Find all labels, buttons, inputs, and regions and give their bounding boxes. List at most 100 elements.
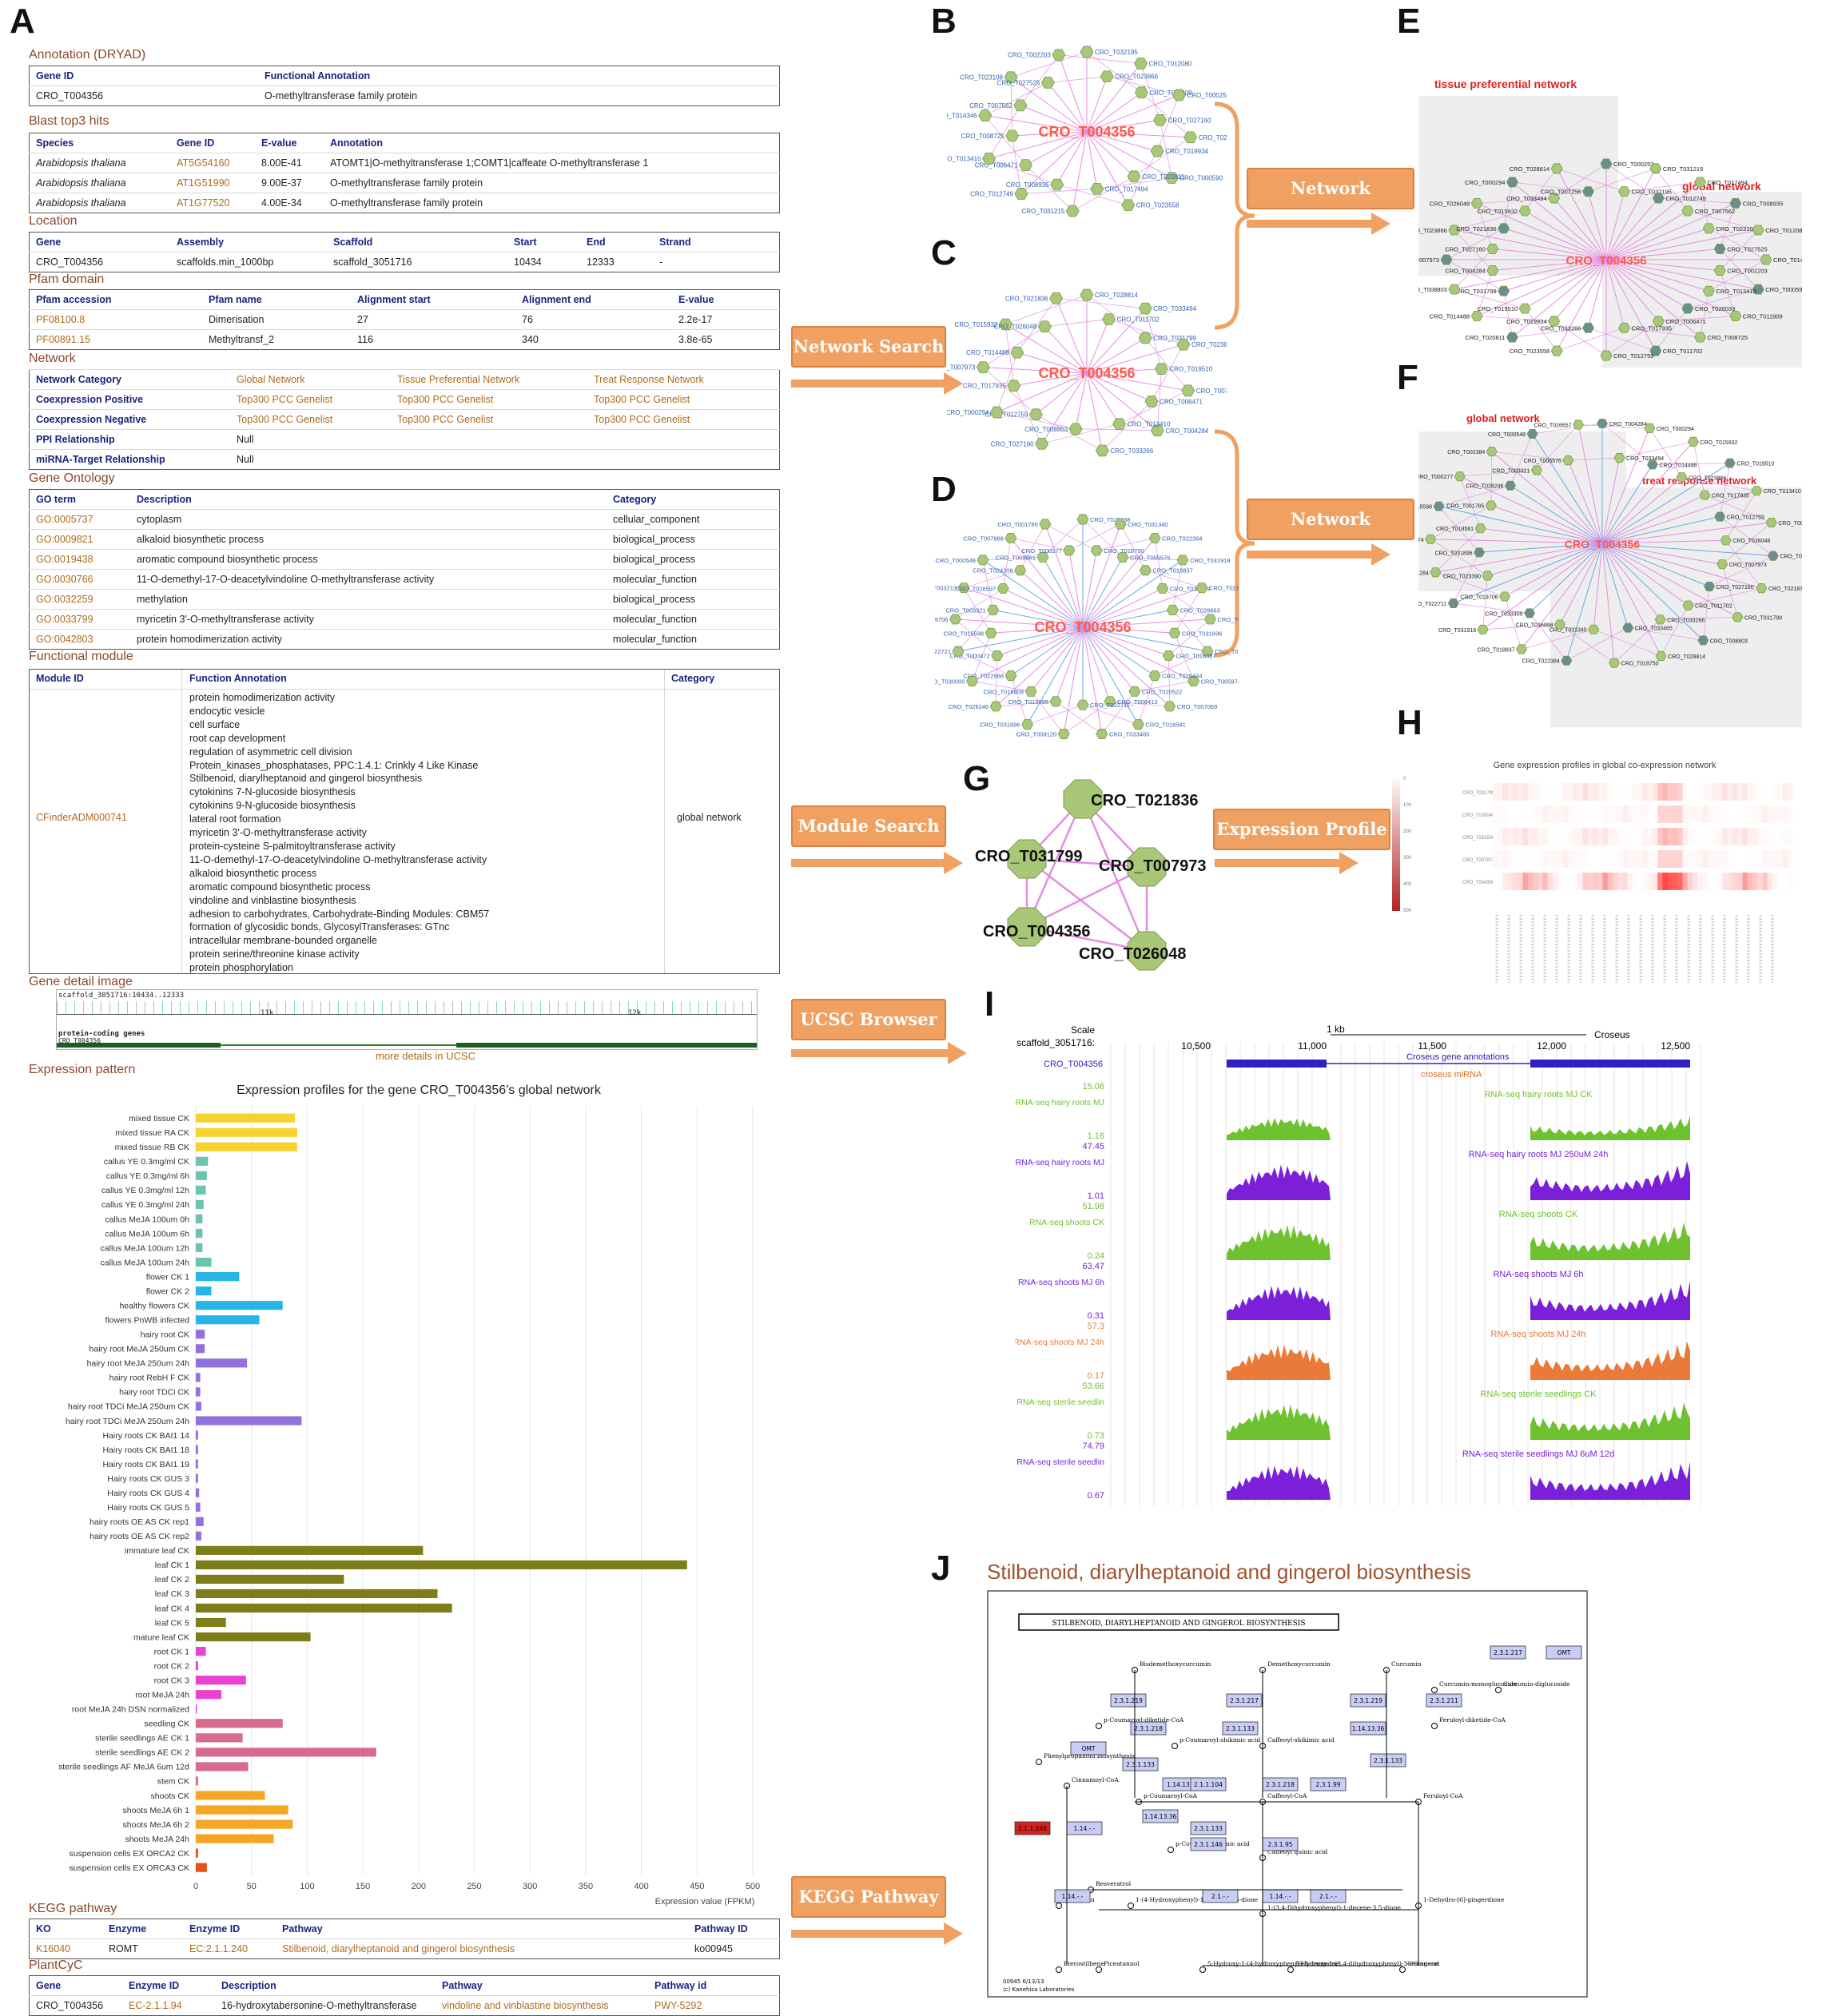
kegg-pathway-map[interactable]: STILBENOID, DIARYLHEPTANOID AND GINGEROL… <box>987 1590 1588 1998</box>
genelist-link[interactable]: Top300 PCC Genelist <box>587 409 780 430</box>
network-node[interactable] <box>985 627 997 638</box>
network-node[interactable] <box>1090 545 1103 556</box>
network-node[interactable] <box>1148 670 1161 682</box>
enzyme-box[interactable] <box>1142 1809 1179 1823</box>
network-node[interactable] <box>1187 676 1200 686</box>
network-node[interactable] <box>1168 627 1181 638</box>
network-node[interactable] <box>1139 565 1152 576</box>
go-term-link[interactable]: GO:0042803 <box>29 629 130 650</box>
network-node[interactable] <box>1036 551 1049 563</box>
network-node[interactable] <box>1049 696 1062 707</box>
network-node[interactable] <box>1095 444 1109 457</box>
pfam-link[interactable]: PF08100.8 <box>29 309 202 330</box>
network-node[interactable] <box>1526 428 1538 439</box>
network-node[interactable] <box>1040 77 1055 89</box>
network-node[interactable] <box>1134 86 1148 99</box>
enzyme-box[interactable] <box>1122 1757 1159 1771</box>
network-node[interactable] <box>1127 170 1141 183</box>
network-node[interactable] <box>1049 292 1064 304</box>
network-node[interactable] <box>1156 583 1169 594</box>
enzyme-box[interactable] <box>1014 1821 1051 1835</box>
network-node[interactable] <box>1767 551 1779 561</box>
network-node[interactable] <box>1004 71 1018 84</box>
network-node[interactable] <box>1649 163 1662 174</box>
compound-node[interactable] <box>1096 1723 1102 1729</box>
network-node[interactable] <box>1104 696 1116 707</box>
network-node[interactable] <box>1531 465 1542 475</box>
enzyme-box[interactable] <box>1190 1837 1227 1851</box>
network-node[interactable] <box>1498 285 1510 296</box>
network-node[interactable] <box>1102 313 1116 325</box>
network-node[interactable] <box>1128 686 1141 697</box>
network-node[interactable] <box>1076 514 1089 525</box>
network-node[interactable] <box>997 583 1009 594</box>
compound-node[interactable] <box>1199 1966 1206 1973</box>
network-node[interactable] <box>1063 779 1103 819</box>
network-node[interactable] <box>1007 839 1047 879</box>
genelist-link[interactable]: Top300 PCC Genelist <box>587 389 780 410</box>
network-node[interactable] <box>1204 614 1217 625</box>
network-node[interactable] <box>1004 670 1017 682</box>
network-node[interactable] <box>1201 646 1214 657</box>
network-node[interactable] <box>1717 559 1729 570</box>
ko-link[interactable]: K16040 <box>29 1938 102 1959</box>
go-term-link[interactable]: GO:0033799 <box>29 609 130 630</box>
network-node[interactable] <box>1448 284 1461 295</box>
network-node[interactable] <box>1134 58 1148 70</box>
genelist-link[interactable]: Top300 PCC Genelist <box>230 409 391 430</box>
enzyme-box[interactable] <box>1370 1753 1406 1767</box>
network-node[interactable] <box>1474 547 1486 558</box>
network-node[interactable] <box>1655 650 1667 661</box>
network-node[interactable] <box>1039 519 1052 530</box>
network-node[interactable] <box>1153 114 1168 126</box>
network-node[interactable] <box>1518 303 1531 314</box>
network-node[interactable] <box>1448 225 1461 236</box>
network-node[interactable] <box>1524 608 1535 618</box>
network-node[interactable] <box>1176 338 1191 351</box>
network-node[interactable] <box>1486 265 1499 276</box>
pathway-link[interactable]: Stilbenoid, diarylheptanoid and gingerol… <box>276 1938 688 1959</box>
network-node[interactable] <box>1127 931 1167 971</box>
network-node[interactable] <box>1713 244 1726 254</box>
network-node[interactable] <box>1470 198 1483 209</box>
network-node[interactable] <box>1028 408 1043 421</box>
network-node[interactable] <box>1138 332 1152 344</box>
network-node[interactable] <box>1100 70 1114 82</box>
network-node[interactable] <box>965 676 978 686</box>
network-node[interactable] <box>1697 635 1709 646</box>
network-node[interactable] <box>1433 501 1445 511</box>
enzyme-box[interactable] <box>1190 1821 1227 1835</box>
ucsc-details-link[interactable]: more details in UCSC <box>376 1050 475 1062</box>
network-node[interactable] <box>1644 423 1656 433</box>
network-node[interactable] <box>1065 205 1080 217</box>
network-node[interactable] <box>1756 583 1768 594</box>
enzyme-box[interactable] <box>1490 1645 1526 1660</box>
network-node[interactable] <box>1024 686 1037 697</box>
kegg-pathway-button[interactable]: KEGG Pathway <box>791 1876 946 1918</box>
genelist-link[interactable]: Top300 PCC Genelist <box>391 409 587 430</box>
network-node[interactable] <box>1138 302 1152 315</box>
network-node[interactable] <box>1486 447 1498 457</box>
network-node[interactable] <box>1504 480 1516 491</box>
network-link[interactable]: Global Network <box>230 369 391 390</box>
network-node[interactable] <box>1550 163 1563 174</box>
network-node[interactable] <box>1477 624 1489 634</box>
network-node[interactable] <box>1425 534 1437 544</box>
network-node[interactable] <box>1694 177 1707 188</box>
network-node[interactable] <box>1506 177 1518 188</box>
go-term-link[interactable]: GO:0019438 <box>29 549 130 570</box>
network-node[interactable] <box>1050 178 1064 191</box>
network-node[interactable] <box>1714 511 1726 522</box>
network-node[interactable] <box>952 646 965 657</box>
network-node[interactable] <box>1035 437 1049 450</box>
network-node[interactable] <box>1676 472 1688 483</box>
network-node[interactable] <box>1195 583 1208 594</box>
network-node[interactable] <box>1164 172 1179 184</box>
network-link[interactable]: Tissue Preferential Network <box>391 369 587 390</box>
network-search-button[interactable]: Network Search <box>791 326 946 368</box>
network-node[interactable] <box>1729 311 1742 321</box>
compound-node[interactable] <box>1128 1903 1134 1909</box>
network-node[interactable] <box>1482 571 1494 581</box>
network-node[interactable] <box>1681 205 1694 217</box>
network-node[interactable] <box>1430 567 1442 578</box>
